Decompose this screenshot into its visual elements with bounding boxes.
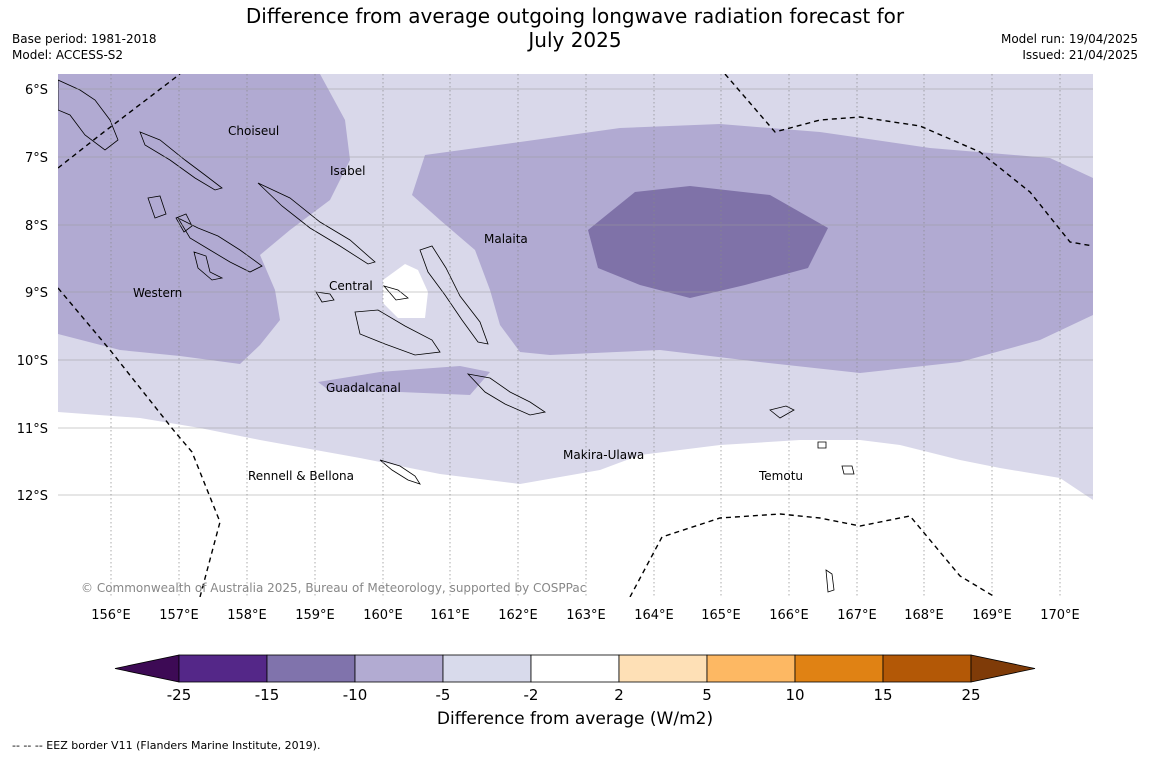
island-russell [315, 291, 335, 303]
model-name: Model: ACCESS-S2 [12, 48, 124, 62]
chart-title: Difference from average outgoing longwav… [0, 4, 1150, 52]
lon-label: 169°E [972, 608, 1012, 623]
label-western: Western [133, 286, 182, 300]
label-guadalcanal: Guadalcanal [326, 381, 401, 395]
lon-label: 167°E [837, 608, 877, 623]
eez-footnote: -- -- -- EEZ border V11 (Flanders Marine… [12, 739, 321, 752]
copyright-text: © Commonwealth of Australia 2025, Bureau… [81, 581, 586, 595]
lon-label: 162°E [498, 608, 538, 623]
contour-fill-minus10-to-minus5-guadalcanal [318, 366, 490, 395]
island-utupua [817, 441, 827, 449]
lat-label: 6°S [25, 83, 48, 98]
island-tikopia [825, 569, 835, 593]
colorbar-arrow-left [114, 654, 180, 683]
lon-label: 158°E [227, 608, 267, 623]
colorbar-tick-label: -10 [343, 686, 368, 704]
lat-label: 7°S [25, 151, 48, 166]
label-choiseul: Choiseul [228, 124, 279, 138]
colorbar-swatch [178, 654, 268, 683]
colorbar-ticks: -25 -15 -10 -5 -2 2 5 10 15 25 [167, 686, 981, 704]
label-makira-ulawa: Makira-Ulawa [563, 448, 644, 462]
lon-label: 159°E [295, 608, 335, 623]
island-florida [382, 285, 409, 301]
eez-borders [58, 74, 1093, 597]
island-malaita [419, 245, 489, 345]
colorbar-tick-label: 15 [873, 686, 892, 704]
label-isabel: Isabel [330, 164, 365, 178]
colorbar-label: Difference from average (W/m2) [436, 709, 714, 729]
colorbar-tick-label: -2 [524, 686, 539, 704]
island-santa-cruz [769, 405, 795, 419]
island-makira [466, 373, 547, 416]
label-temotu: Temotu [758, 469, 803, 483]
colorbar-tick-label: 5 [702, 686, 712, 704]
colorbar-swatch [354, 654, 444, 683]
colorbar-swatch [530, 654, 620, 683]
chart-title-line2: July 2025 [528, 28, 622, 52]
island-kolombangara [175, 213, 193, 233]
lon-label: 165°E [701, 608, 741, 623]
colorbar-swatch [706, 654, 796, 683]
lon-label: 157°E [159, 608, 199, 623]
lat-gridlines [58, 88, 1093, 496]
colorbar-swatches [114, 654, 1036, 683]
island-rendova [193, 251, 224, 281]
lon-label: 160°E [363, 608, 403, 623]
lon-label: 164°E [634, 608, 674, 623]
island-guadalcanal [354, 309, 441, 356]
meta-right: Model run: 19/04/2025 Issued: 21/04/2025 [1001, 31, 1138, 63]
lat-label: 8°S [25, 219, 48, 234]
colorbar-tick-label: -5 [436, 686, 451, 704]
island-choiseul [139, 131, 223, 191]
lat-label: 9°S [25, 286, 48, 301]
lat-label: 10°S [17, 354, 48, 369]
island-vella [147, 195, 167, 219]
lon-label: 163°E [566, 608, 606, 623]
lat-label: 11°S [17, 422, 48, 437]
label-malaita: Malaita [484, 232, 528, 246]
island-vanikoro [841, 465, 855, 475]
contour-fill-minus15-to-minus10 [588, 186, 828, 298]
colorbar-swatch [266, 654, 356, 683]
contour-fill-minus2-to-2 [383, 264, 428, 318]
meta-left: Base period: 1981-2018 Model: ACCESS-S2 [12, 31, 157, 63]
base-period: Base period: 1981-2018 [12, 32, 157, 46]
lon-label: 168°E [904, 608, 944, 623]
island-bougainville [58, 79, 119, 151]
chart-title-line1: Difference from average outgoing longwav… [245, 4, 905, 28]
colorbar-swatch [442, 654, 532, 683]
lat-label: 12°S [17, 489, 48, 504]
map-area: Choiseul Isabel Malaita Western Central … [58, 74, 1093, 597]
colorbar-tick-label: -25 [167, 686, 192, 704]
island-isabel [257, 182, 376, 265]
colorbar-tick-label: 2 [614, 686, 624, 704]
issued-date: Issued: 21/04/2025 [1022, 48, 1138, 62]
label-rennell-bellona: Rennell & Bellona [248, 469, 354, 483]
island-new-georgia [176, 217, 263, 273]
island-rennell [379, 459, 421, 485]
colorbar-swatch [882, 654, 972, 683]
lon-label: 166°E [769, 608, 809, 623]
forecast-map: Choiseul Isabel Malaita Western Central … [17, 74, 1093, 623]
colorbar-arrow-right [970, 654, 1036, 683]
label-central: Central [329, 279, 373, 293]
colorbar-swatch [794, 654, 884, 683]
lon-label: 170°E [1040, 608, 1080, 623]
model-run: Model run: 19/04/2025 [1000, 32, 1138, 46]
coastlines [58, 79, 855, 593]
lon-gridlines [110, 74, 1061, 597]
colorbar-tick-label: 10 [785, 686, 804, 704]
lon-label: 161°E [430, 608, 470, 623]
lon-label: 156°E [91, 608, 131, 623]
colorbar-tick-label: -15 [255, 686, 280, 704]
colorbar-swatch [618, 654, 708, 683]
contour-fill-minus10-to-minus5-west [58, 74, 350, 364]
colorbar-tick-label: 25 [961, 686, 980, 704]
